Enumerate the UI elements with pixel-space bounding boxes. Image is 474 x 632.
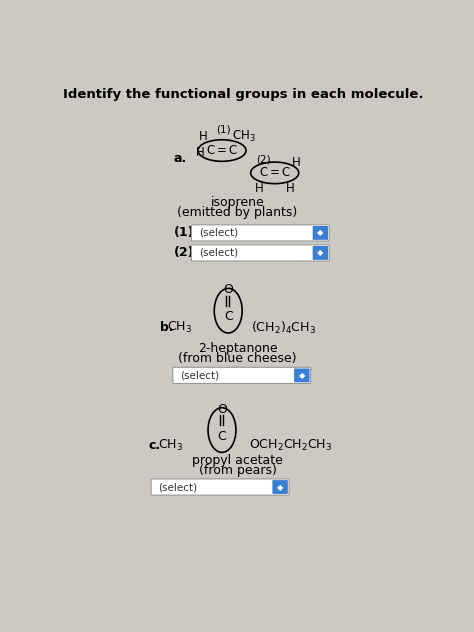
Text: (select): (select): [158, 482, 198, 492]
Text: (CH$_2$)$_4$CH$_3$: (CH$_2$)$_4$CH$_3$: [252, 320, 317, 336]
Text: ◆: ◆: [277, 482, 283, 492]
Text: OCH$_2$CH$_2$CH$_3$: OCH$_2$CH$_2$CH$_3$: [248, 438, 332, 453]
Text: 2-heptanone: 2-heptanone: [198, 342, 277, 355]
Text: O: O: [223, 283, 233, 296]
Text: isoprene: isoprene: [210, 197, 264, 209]
Text: (select): (select): [180, 370, 219, 380]
FancyBboxPatch shape: [273, 480, 288, 494]
Text: C: C: [224, 310, 233, 324]
Text: (2): (2): [256, 154, 271, 164]
Text: H: H: [196, 147, 205, 159]
Text: C: C: [218, 430, 227, 442]
Text: (2): (2): [174, 246, 194, 260]
Text: H: H: [286, 182, 294, 195]
Text: (1): (1): [216, 125, 231, 135]
Text: c.: c.: [148, 439, 161, 452]
Text: (from blue cheese): (from blue cheese): [178, 352, 297, 365]
Text: ◆: ◆: [299, 371, 305, 380]
FancyBboxPatch shape: [191, 245, 329, 261]
Text: H: H: [199, 130, 208, 143]
Text: C$=$C: C$=$C: [259, 166, 291, 179]
Text: (select): (select): [199, 228, 238, 238]
Text: ◆: ◆: [317, 228, 324, 238]
Text: propyl acetate: propyl acetate: [192, 454, 283, 467]
FancyBboxPatch shape: [173, 367, 311, 384]
FancyBboxPatch shape: [191, 225, 329, 241]
FancyBboxPatch shape: [151, 479, 289, 495]
FancyBboxPatch shape: [294, 368, 310, 382]
Text: ◆: ◆: [317, 248, 324, 257]
Text: H: H: [255, 182, 264, 195]
FancyBboxPatch shape: [313, 226, 328, 240]
FancyBboxPatch shape: [313, 246, 328, 260]
Text: b.: b.: [160, 321, 173, 334]
Text: (emitted by plants): (emitted by plants): [177, 207, 298, 219]
Text: CH$_3$: CH$_3$: [232, 129, 255, 144]
Text: Identify the functional groups in each molecule.: Identify the functional groups in each m…: [63, 88, 423, 101]
Text: (select): (select): [199, 248, 238, 258]
Text: a.: a.: [174, 152, 187, 165]
Text: (from pears): (from pears): [199, 465, 276, 477]
Text: CH$_3$: CH$_3$: [167, 320, 192, 335]
Text: O: O: [217, 403, 227, 416]
Text: CH$_3$: CH$_3$: [158, 438, 183, 453]
Text: (1): (1): [174, 226, 194, 240]
Text: C$=$C: C$=$C: [206, 144, 238, 157]
Text: H: H: [292, 155, 301, 169]
